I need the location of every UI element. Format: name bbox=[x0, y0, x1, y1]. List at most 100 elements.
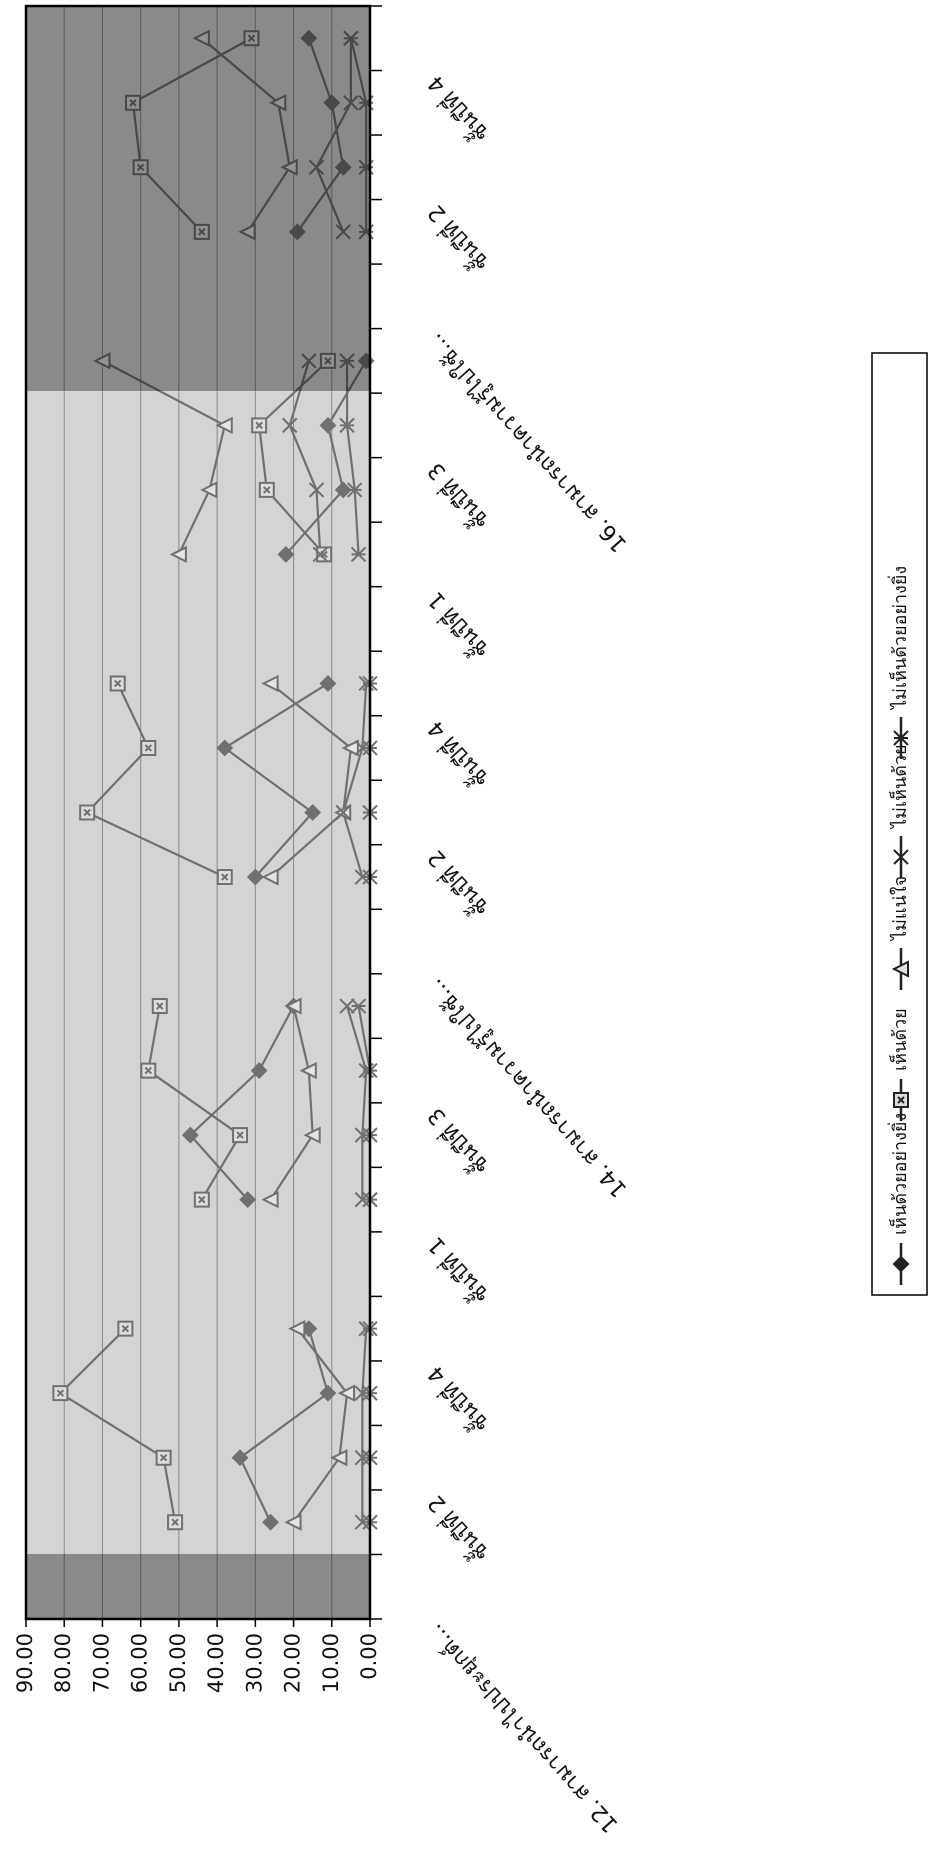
marker bbox=[335, 804, 351, 821]
marker bbox=[140, 1062, 157, 1079]
x-tick-label: ชั้นปีที่ 2 bbox=[420, 844, 495, 922]
marker bbox=[167, 1514, 184, 1531]
marker bbox=[284, 1513, 302, 1531]
marker bbox=[350, 998, 367, 1014]
legend-label: ไม่แน่ใจ bbox=[889, 876, 911, 942]
marker bbox=[132, 159, 149, 176]
y-tick-label: 70.00 bbox=[89, 1633, 113, 1693]
x-tick-label: ชั้นปีที่ 1 bbox=[420, 1232, 495, 1310]
x-tick-label: ชั้นปีที่ 2 bbox=[420, 1490, 495, 1568]
marker bbox=[308, 482, 325, 498]
marker bbox=[258, 481, 275, 498]
marker bbox=[277, 546, 295, 563]
x-tick-label: ชั้นปีที่ 4 bbox=[420, 715, 495, 793]
marker bbox=[334, 481, 352, 499]
x-tick-label: ชั้นปีที่ 1 bbox=[420, 586, 495, 664]
marker bbox=[155, 1449, 172, 1466]
y-tick-label: 10.00 bbox=[319, 1633, 343, 1693]
marker bbox=[354, 1514, 371, 1530]
x-tick-label: ชั้นปีที่ 3 bbox=[420, 1103, 495, 1181]
marker bbox=[181, 1126, 199, 1144]
marker bbox=[354, 1127, 371, 1143]
x-tick-label: ชั้นปีที่ 3 bbox=[420, 457, 495, 535]
marker bbox=[261, 674, 279, 693]
marker bbox=[269, 94, 287, 112]
marker bbox=[215, 416, 233, 434]
y-tick-label: 0.00 bbox=[357, 1633, 381, 1680]
marker bbox=[319, 416, 337, 434]
marker bbox=[192, 29, 210, 47]
marker bbox=[246, 868, 264, 886]
legend-label: เห็นด้วย bbox=[888, 1008, 911, 1071]
marker bbox=[216, 869, 233, 886]
x-tick-label: 12. สามารถนำไปประยุกต์... bbox=[423, 1619, 624, 1838]
marker bbox=[280, 158, 298, 176]
marker bbox=[261, 868, 279, 886]
marker bbox=[300, 29, 318, 47]
plot-border bbox=[24, 4, 372, 1621]
marker bbox=[337, 1384, 356, 1402]
x-tick-label: ชั้นปีที่ 4 bbox=[420, 1361, 495, 1439]
marker bbox=[303, 1126, 321, 1144]
marker bbox=[319, 675, 337, 692]
marker bbox=[299, 1061, 317, 1080]
y-tick-label: 60.00 bbox=[128, 1633, 152, 1693]
legend-marker bbox=[892, 1255, 910, 1273]
marker bbox=[319, 352, 336, 369]
marker bbox=[282, 417, 298, 434]
marker bbox=[343, 95, 359, 111]
marker bbox=[323, 94, 341, 112]
legend-marker bbox=[893, 730, 909, 746]
y-tick-label: 80.00 bbox=[51, 1633, 75, 1693]
y-tick-label: 30.00 bbox=[242, 1633, 266, 1693]
marker bbox=[109, 675, 126, 692]
marker bbox=[238, 223, 256, 241]
marker bbox=[284, 997, 302, 1015]
marker bbox=[354, 1385, 371, 1401]
marker bbox=[140, 739, 157, 756]
y-tick-label: 90.00 bbox=[13, 1633, 37, 1693]
marker bbox=[239, 1191, 257, 1209]
marker bbox=[319, 1384, 337, 1402]
marker bbox=[339, 417, 355, 434]
marker bbox=[262, 1513, 280, 1531]
series-line bbox=[101, 37, 353, 1523]
marker bbox=[52, 1385, 69, 1402]
marker bbox=[117, 1320, 134, 1337]
legend-marker bbox=[893, 1092, 909, 1108]
marker bbox=[330, 1449, 348, 1467]
marker bbox=[308, 159, 325, 176]
marker bbox=[312, 546, 329, 563]
marker bbox=[231, 1449, 249, 1467]
marker bbox=[193, 223, 210, 240]
marker bbox=[304, 804, 322, 821]
y-tick-label: 40.00 bbox=[204, 1633, 228, 1693]
legend-box bbox=[871, 352, 928, 1296]
marker bbox=[335, 224, 351, 240]
marker bbox=[354, 740, 371, 756]
x-tick-label: ชั้นปีที่ 2 bbox=[420, 199, 495, 277]
marker bbox=[341, 739, 359, 757]
legend-label: ไม่เห็นด้วยอย่างยิ่ง bbox=[887, 566, 911, 711]
marker bbox=[339, 353, 355, 369]
x-tick-label: 16. สามารถนำความรู้ไปใช้... bbox=[423, 328, 633, 557]
marker bbox=[232, 1127, 249, 1144]
legend-marker bbox=[893, 849, 909, 865]
marker bbox=[288, 223, 306, 241]
marker bbox=[354, 869, 371, 885]
marker bbox=[350, 546, 367, 563]
marker bbox=[169, 545, 187, 564]
marker bbox=[216, 739, 234, 757]
marker bbox=[261, 1191, 279, 1209]
marker bbox=[79, 804, 96, 821]
marker bbox=[151, 998, 168, 1015]
shade bbox=[26, 6, 370, 391]
marker bbox=[251, 417, 268, 434]
marker bbox=[354, 1191, 371, 1208]
marker bbox=[301, 353, 317, 369]
marker bbox=[193, 1191, 210, 1208]
marker bbox=[339, 998, 355, 1014]
legend-label: ไม่เห็นด้วย bbox=[888, 744, 911, 830]
y-tick-label: 50.00 bbox=[166, 1633, 190, 1693]
marker bbox=[200, 481, 218, 499]
